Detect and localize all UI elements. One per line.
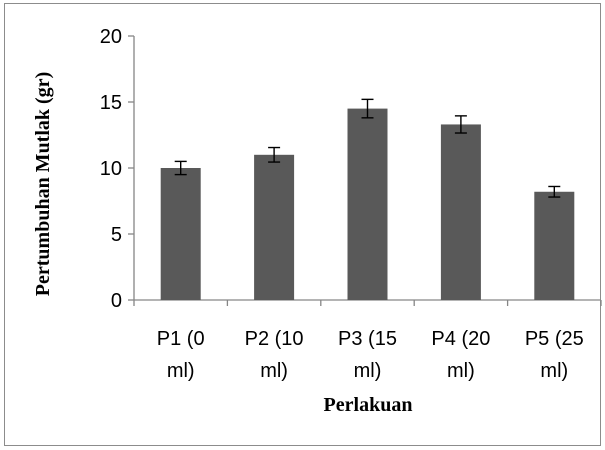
- y-ticks: 0 5 10 15 20: [100, 26, 134, 312]
- bar: [160, 168, 201, 300]
- error-bars: [174, 98, 561, 198]
- error-bar: [174, 160, 187, 176]
- y-tick-label: 10: [100, 158, 122, 180]
- error-bar: [268, 146, 281, 163]
- chart-frame: [4, 3, 601, 446]
- category-label-line1: P1 (0: [157, 328, 205, 350]
- category-label-line2: ml): [540, 360, 568, 382]
- y-tick-label: 15: [100, 92, 122, 114]
- bar: [440, 124, 481, 300]
- x-ticks: [133, 300, 602, 306]
- category-label-line1: P2 (10: [245, 328, 304, 350]
- category-label-line2: ml): [354, 360, 382, 382]
- category-labels: P1 (0 ml) P2 (10 ml) P3 (15 ml) P4 (20 ml) P5 (2…: [157, 328, 584, 382]
- category-label-line1: P5 (25: [525, 328, 584, 350]
- x-axis-title: Perlakuan: [324, 394, 413, 416]
- error-bar: [548, 185, 561, 198]
- y-axis-title: Pertumbuhan Mutlak (gr): [32, 72, 54, 296]
- category-label-line2: ml): [260, 360, 288, 382]
- category-label-line1: P4 (20: [431, 328, 490, 350]
- bar: [347, 108, 388, 300]
- error-bar: [454, 115, 467, 134]
- bar: [254, 154, 295, 300]
- y-tick-label: 20: [100, 26, 122, 48]
- y-tick-label: 0: [111, 290, 122, 312]
- bar: [534, 191, 575, 300]
- category-label-line2: ml): [167, 360, 195, 382]
- category-label-line1: P3 (15: [338, 328, 397, 350]
- category-label-line2: ml): [447, 360, 475, 382]
- bars: [160, 108, 575, 300]
- y-tick-label: 5: [111, 224, 122, 246]
- error-bar: [361, 98, 374, 119]
